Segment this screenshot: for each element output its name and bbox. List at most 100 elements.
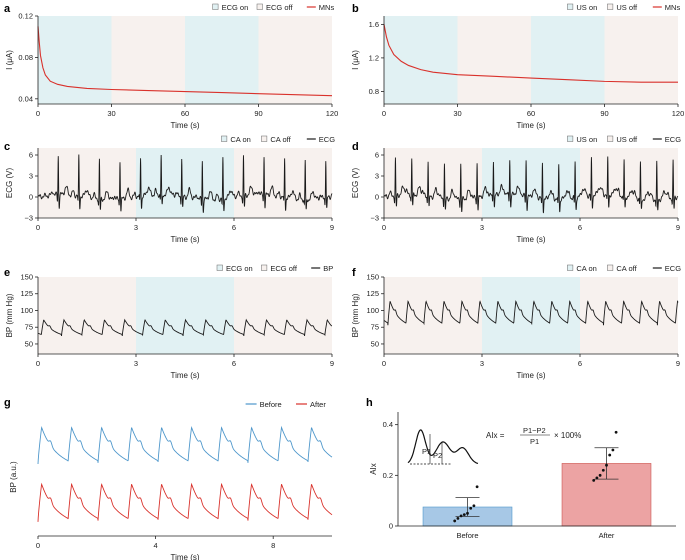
panel-letter: f: [352, 267, 356, 279]
y-tick-label: 3: [29, 172, 33, 181]
panel-letter: a: [4, 3, 11, 15]
band-off: [580, 148, 678, 218]
formula-denominator: P1: [530, 437, 539, 446]
legend-label: ECG: [665, 264, 681, 273]
inset-label-p2: P2: [433, 451, 442, 460]
data-point: [469, 506, 473, 510]
data-point: [595, 476, 599, 480]
y-axis-label: ECG (V): [5, 168, 14, 199]
band-on: [136, 148, 234, 218]
formula-numerator: P1−P2: [523, 426, 546, 435]
y-tick-label: 100: [20, 306, 33, 315]
y-tick-label: 0.8: [369, 87, 379, 96]
x-tick-label: 3: [480, 359, 484, 368]
legend-label: US off: [616, 135, 638, 144]
y-tick-label: 1.2: [369, 53, 379, 62]
band-off: [384, 148, 482, 218]
y-tick-label: 0.12: [18, 12, 33, 21]
data-point: [598, 473, 602, 477]
x-tick-label: 3: [480, 223, 484, 232]
panel-g: g 0 4 8 Time (s) BP (a.u.) After Before: [4, 397, 333, 560]
y-tick-label: 0: [29, 193, 33, 202]
data-point: [611, 448, 615, 452]
band-on: [185, 16, 259, 104]
y-tick-label: −3: [370, 214, 379, 223]
x-tick-label: 60: [527, 109, 535, 118]
x-tick-label: After: [599, 531, 615, 540]
y-tick-label: 50: [371, 339, 379, 348]
series-ecg: [383, 300, 679, 326]
y-tick-label: 0.2: [383, 471, 393, 480]
legend-label: CA on: [230, 135, 250, 144]
y-tick-label: 3: [375, 172, 379, 181]
x-tick-label: 3: [134, 223, 138, 232]
data-point: [462, 513, 466, 516]
band-off: [234, 148, 332, 218]
x-tick-label: 9: [676, 359, 680, 368]
legend-label: Before: [260, 400, 282, 409]
y-tick-label: 6: [29, 151, 33, 160]
legend-swatch: [567, 264, 574, 271]
band-on: [38, 16, 112, 104]
y-axis-label: BP (mm Hg): [5, 293, 14, 337]
legend-label: CA off: [616, 264, 637, 273]
x-tick-label: 9: [330, 359, 334, 368]
y-tick-label: 0: [375, 193, 379, 202]
legend-label: ECG: [319, 135, 335, 144]
x-tick-label: 60: [181, 109, 189, 118]
panel-e: e 0 3 6 9 50 75 100 125 150 Time (s) BP (mm Hg) BP EC…: [4, 264, 334, 380]
x-tick-label: 9: [676, 223, 680, 232]
series-bp: [37, 318, 333, 337]
y-tick-label: −3: [24, 214, 33, 223]
x-tick-label: 120: [326, 109, 339, 118]
legend-swatch: [212, 3, 219, 10]
data-point: [475, 485, 479, 489]
band-off: [580, 277, 678, 354]
legend-label: US on: [576, 135, 597, 144]
aix-inset-wave: [407, 429, 479, 464]
x-tick-label: 6: [578, 223, 582, 232]
legend-swatch: [261, 135, 268, 142]
formula-tail: × 100%: [554, 431, 581, 440]
legend-label: MNs: [665, 3, 681, 12]
x-axis-label: Time (s): [170, 371, 199, 380]
inset-label-p1: P1: [422, 447, 431, 456]
x-tick-label: 0: [382, 109, 386, 118]
x-axis-label: Time (s): [170, 235, 199, 244]
x-tick-label: 6: [578, 359, 582, 368]
x-tick-label: 0: [382, 359, 386, 368]
y-tick-label: 50: [25, 339, 33, 348]
band-off: [258, 16, 332, 104]
legend-label: ECG off: [270, 264, 297, 273]
x-tick-label: 4: [154, 541, 158, 550]
legend-swatch: [261, 264, 268, 271]
series-ecg: [383, 156, 679, 214]
y-tick-label: 75: [25, 323, 33, 332]
data-point: [601, 468, 605, 472]
x-tick-label: 6: [232, 359, 236, 368]
x-tick-label: 6: [232, 223, 236, 232]
legend-swatch: [607, 3, 614, 10]
legend-swatch: [567, 135, 574, 142]
panel-a: a 0 30 60 90 120 0.04 0.08 0.12 Time (s) I (μA) MNs…: [4, 3, 338, 130]
data-point: [466, 511, 469, 515]
y-axis-label: ECG (V): [351, 168, 360, 199]
data-point: [614, 430, 618, 434]
legend-swatch: [256, 3, 263, 10]
legend-label: BP: [323, 264, 333, 273]
legend-label: ECG on: [222, 3, 249, 12]
x-tick-label: 0: [382, 223, 386, 232]
y-axis-label: AIx: [369, 463, 378, 475]
panel-letter: b: [352, 3, 359, 15]
band-on: [384, 16, 458, 104]
legend-label: MNs: [319, 3, 335, 12]
band-off: [604, 16, 678, 104]
x-tick-label: 30: [107, 109, 115, 118]
x-axis-label: Time (s): [170, 553, 199, 560]
band-on: [482, 277, 580, 354]
legend-swatch: [216, 264, 223, 271]
x-tick-label: Before: [456, 531, 478, 540]
legend-label: CA on: [576, 264, 596, 273]
